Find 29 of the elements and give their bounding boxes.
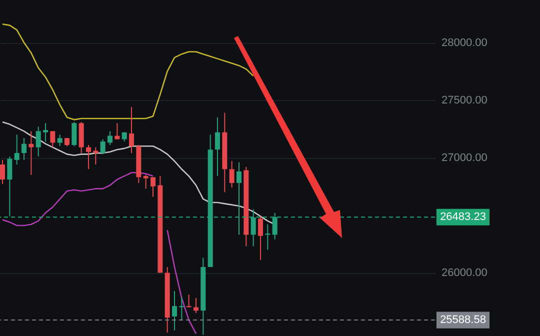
candlestick bbox=[86, 144, 92, 170]
candlestick bbox=[36, 126, 41, 157]
candlestick bbox=[258, 216, 264, 261]
candlestick bbox=[128, 106, 134, 154]
candlestick bbox=[28, 130, 34, 176]
candlestick bbox=[214, 116, 220, 177]
candlestick bbox=[57, 134, 62, 147]
candlestick bbox=[22, 138, 27, 160]
candlestick bbox=[100, 138, 106, 155]
candlestick bbox=[14, 134, 20, 166]
y-tick-label: 28000.00 bbox=[442, 37, 488, 50]
candlestick bbox=[107, 130, 113, 146]
candlestick bbox=[150, 176, 156, 198]
candlestick bbox=[143, 174, 148, 190]
candlestick bbox=[229, 160, 234, 188]
y-tick-label: 27000.00 bbox=[442, 152, 488, 164]
candlestick bbox=[0, 159, 6, 185]
y-tick-label: 27500.00 bbox=[442, 94, 488, 107]
candlestick bbox=[193, 298, 199, 314]
y-tick-label: 26000.00 bbox=[442, 267, 488, 280]
candlestick bbox=[50, 130, 56, 148]
ref-line-label: 26483.23 bbox=[440, 211, 486, 224]
candlestick bbox=[93, 146, 98, 166]
candlestick bbox=[72, 121, 77, 147]
candlestick bbox=[7, 156, 12, 217]
line-series bbox=[2, 24, 254, 120]
candlestick bbox=[172, 290, 178, 331]
candlestick bbox=[43, 122, 48, 142]
ref-line-label: 25588.58 bbox=[440, 314, 486, 326]
